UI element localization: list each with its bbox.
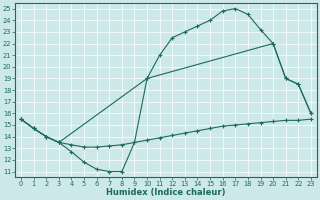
X-axis label: Humidex (Indice chaleur): Humidex (Indice chaleur): [106, 188, 226, 197]
